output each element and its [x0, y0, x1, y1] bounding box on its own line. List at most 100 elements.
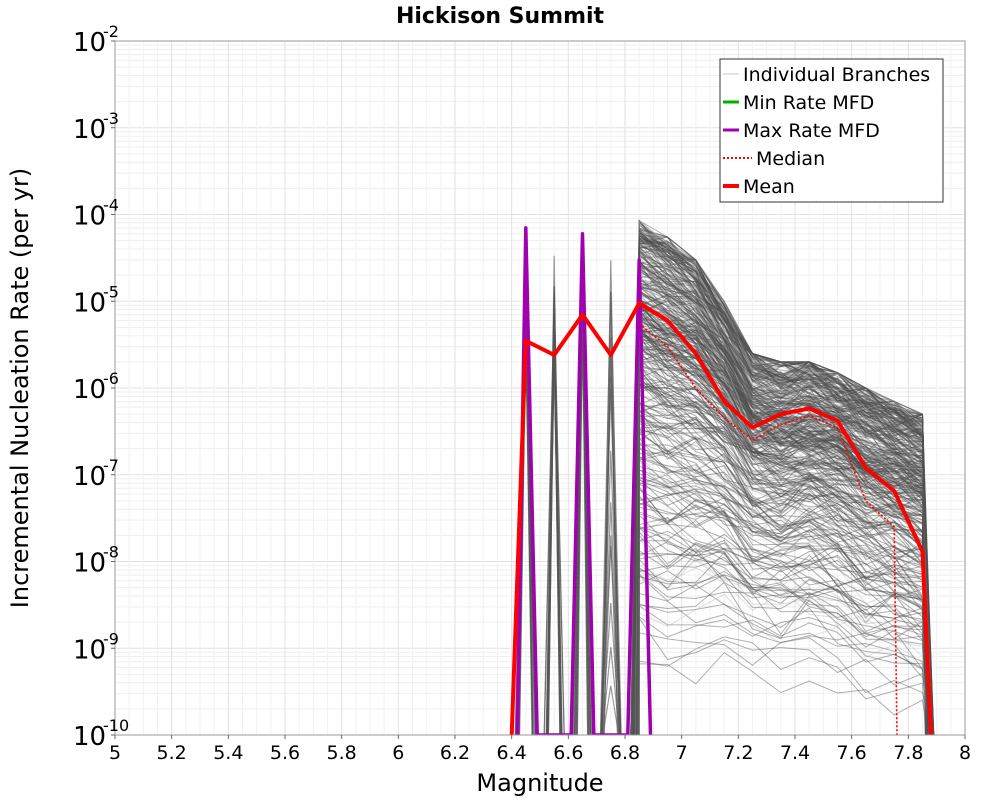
branch-line — [636, 447, 927, 735]
branch-line — [636, 277, 930, 735]
branch-line — [631, 237, 931, 735]
branch-line — [633, 488, 932, 735]
branch-line — [631, 219, 932, 735]
branch-line — [631, 326, 935, 735]
branch-line — [631, 381, 931, 735]
branch-line — [631, 365, 935, 735]
x-tick-label: 6.6 — [553, 742, 583, 764]
branch-line — [631, 400, 927, 735]
x-tick-label: 6.8 — [610, 742, 640, 764]
y-tick-exponent: -4 — [103, 196, 119, 215]
branch-line — [633, 556, 928, 735]
branch-line — [635, 317, 927, 735]
branch-line — [631, 442, 932, 735]
branch-line — [633, 232, 929, 735]
branch-line — [636, 255, 933, 735]
branch-line — [631, 278, 931, 735]
branch-line — [633, 367, 926, 735]
branch-line — [633, 414, 927, 735]
branch-line — [635, 338, 927, 735]
y-tick-exponent: -5 — [103, 282, 119, 301]
y-tick-exponent: -10 — [103, 716, 129, 735]
branch-line — [634, 248, 929, 735]
branch-line — [636, 219, 928, 735]
branch-line — [630, 237, 932, 735]
branch-line — [633, 230, 931, 735]
branch-line — [633, 387, 929, 735]
x-tick-label: 7.8 — [893, 742, 923, 764]
branch-line — [634, 227, 928, 735]
branch-line — [636, 298, 928, 735]
branch-line — [630, 263, 927, 735]
branch-line — [632, 263, 932, 735]
plot-area — [114, 40, 966, 736]
branch-line — [632, 316, 927, 735]
branch-line — [630, 329, 932, 735]
chart-title: Hickison Summit — [396, 4, 605, 29]
branch-line — [635, 526, 933, 735]
branch-line — [635, 250, 932, 735]
x-tick-label: 8 — [959, 742, 971, 764]
branch-line — [633, 401, 927, 735]
x-tick-label: 5.2 — [157, 742, 187, 764]
branch-line — [632, 513, 930, 735]
branch-line — [630, 256, 931, 735]
branch-line — [630, 324, 934, 735]
branch-line — [634, 329, 928, 735]
branch-line — [637, 220, 930, 735]
branch-line — [637, 282, 927, 735]
y-axis-label: Incremental Nucleation Rate (per yr) — [6, 168, 34, 608]
branch-line — [630, 243, 927, 735]
branch-line — [637, 249, 932, 735]
branch-line — [634, 506, 929, 735]
branch-line — [637, 304, 929, 735]
branch-line — [633, 327, 929, 735]
branch-line — [630, 235, 927, 735]
branch-line — [633, 253, 935, 735]
x-tick-label: 5.8 — [327, 742, 357, 764]
branch-line — [636, 238, 934, 735]
branch-line — [631, 357, 934, 735]
branch-line — [637, 314, 933, 735]
branch-line — [632, 553, 927, 735]
branch-line — [632, 327, 928, 735]
branch-line — [638, 432, 930, 735]
branch-line — [635, 236, 933, 735]
branch-line — [632, 530, 928, 735]
branch-line — [631, 517, 930, 735]
branch-line — [600, 450, 622, 735]
branch-line — [638, 299, 933, 735]
branch-line — [635, 252, 929, 735]
branch-line — [635, 302, 934, 735]
branch-line — [633, 266, 931, 735]
mean-line — [509, 301, 933, 735]
branch-line — [636, 317, 928, 735]
branch-line — [638, 243, 934, 735]
y-tick-base: 10 — [73, 115, 106, 145]
branch-line — [631, 299, 935, 735]
branch-line — [630, 558, 929, 735]
branch-line — [633, 616, 932, 735]
branch-line — [636, 383, 929, 735]
branch-line — [635, 297, 932, 735]
branch-line — [637, 371, 928, 735]
branch-line — [633, 231, 935, 735]
branch-line — [632, 376, 929, 735]
branch-line — [636, 593, 930, 735]
branch-line — [638, 358, 927, 735]
branch-line — [632, 428, 934, 735]
branch-line — [638, 308, 928, 735]
branch-line — [635, 246, 927, 735]
branch-line — [631, 355, 927, 735]
legend-label: Median — [756, 148, 825, 170]
branch-line — [634, 559, 929, 735]
branch-line — [631, 444, 926, 735]
branch-line — [635, 310, 933, 735]
y-tick-base: 10 — [73, 462, 106, 492]
branch-line — [637, 416, 934, 735]
branch-line — [635, 314, 926, 735]
branch-line — [637, 651, 929, 735]
branch-line — [632, 557, 933, 735]
branch-line — [630, 294, 931, 735]
branch-line — [638, 219, 927, 735]
